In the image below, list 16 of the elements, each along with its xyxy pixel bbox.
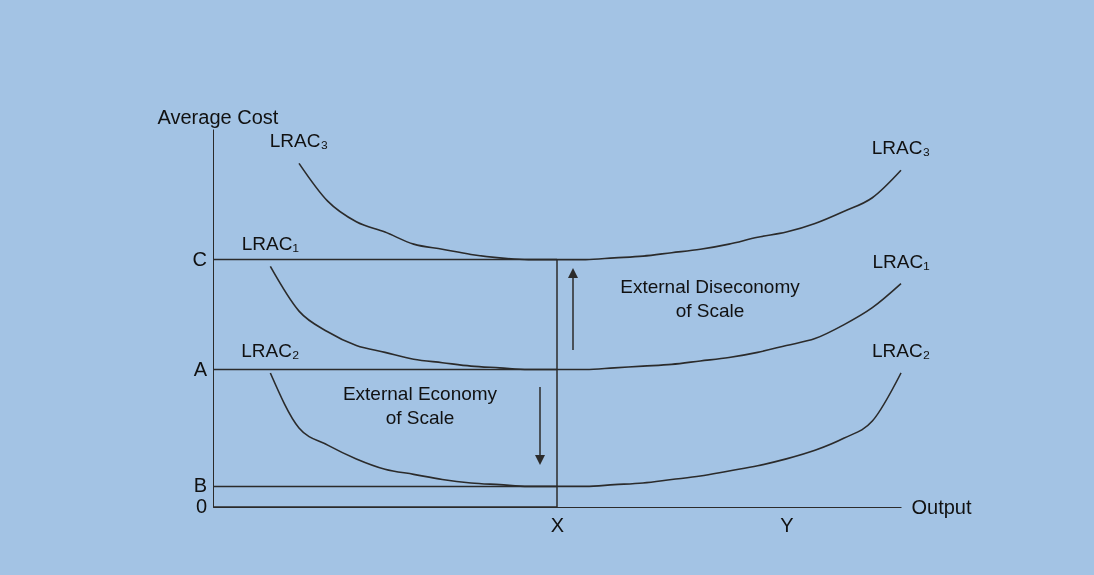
text: LRAC₂ xyxy=(871,339,931,361)
ref-line-label: 0 xyxy=(195,495,207,517)
x-tick-label: Y xyxy=(780,513,794,536)
series-label: LRAC₂ xyxy=(241,339,300,361)
annotation: External Economy of Scale xyxy=(342,383,498,428)
text: LRAC₁ xyxy=(241,233,299,255)
text: LRAC₃ xyxy=(871,137,931,159)
annotation: External Diseconomy of Scale xyxy=(620,276,801,321)
ref-line-label: A xyxy=(193,357,208,380)
series-label: LRAC₃ xyxy=(269,130,329,152)
series-label: LRAC₁ xyxy=(872,250,930,272)
x-axis-title: Output xyxy=(911,495,972,518)
ref-line-label: B xyxy=(193,474,207,497)
x-tick-label: X xyxy=(550,513,565,536)
y-axis-title: Average Cost xyxy=(157,105,279,128)
ref-line-label: C xyxy=(192,247,207,270)
